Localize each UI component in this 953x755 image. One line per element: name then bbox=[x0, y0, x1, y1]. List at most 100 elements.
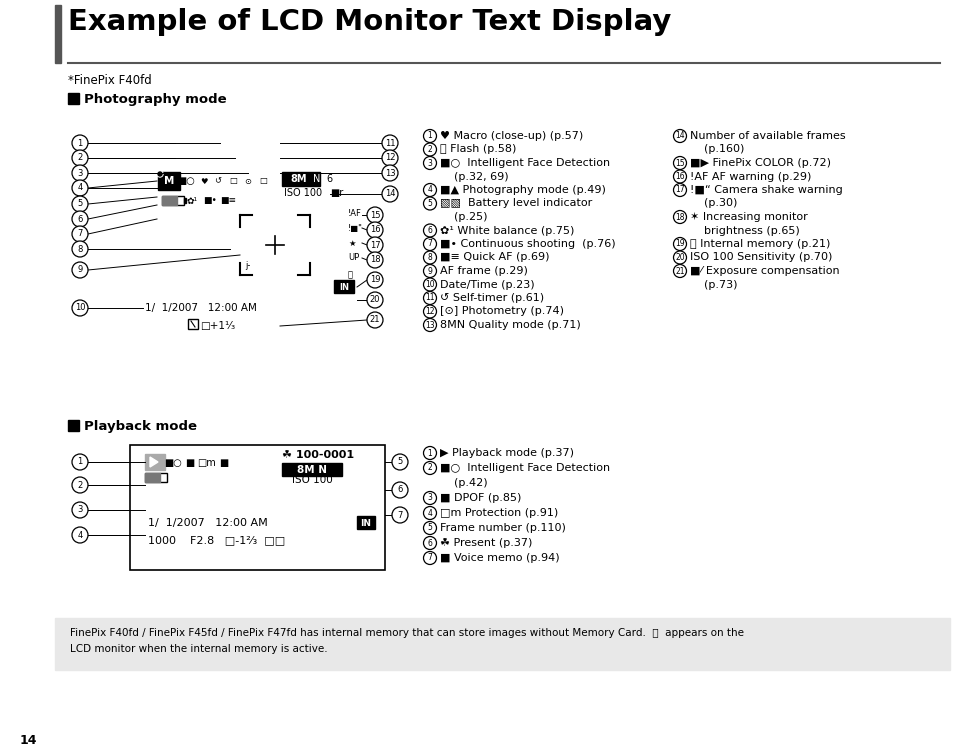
Circle shape bbox=[673, 170, 686, 183]
Text: Ⓘ: Ⓘ bbox=[348, 270, 353, 279]
Bar bbox=[145, 473, 160, 482]
Circle shape bbox=[423, 278, 436, 291]
Circle shape bbox=[423, 156, 436, 170]
Text: 4: 4 bbox=[77, 183, 83, 193]
Circle shape bbox=[71, 262, 88, 278]
Circle shape bbox=[423, 319, 436, 331]
Text: 21: 21 bbox=[675, 267, 684, 276]
Text: ■≡ Quick AF (p.69): ■≡ Quick AF (p.69) bbox=[439, 252, 549, 263]
Text: 6: 6 bbox=[326, 174, 332, 184]
Text: 6: 6 bbox=[427, 226, 432, 235]
Text: 2: 2 bbox=[77, 153, 83, 162]
Bar bbox=[162, 196, 184, 205]
Text: ISO 100 Sensitivity (p.70): ISO 100 Sensitivity (p.70) bbox=[689, 252, 832, 263]
Text: 4: 4 bbox=[427, 186, 432, 195]
Text: Example of LCD Monitor Text Display: Example of LCD Monitor Text Display bbox=[68, 8, 671, 36]
Circle shape bbox=[71, 165, 88, 181]
Text: 2: 2 bbox=[77, 480, 83, 489]
Text: *FinePix F40fd: *FinePix F40fd bbox=[68, 74, 152, 87]
Circle shape bbox=[71, 454, 88, 470]
Circle shape bbox=[71, 135, 88, 151]
Text: □+1¹⁄₃: □+1¹⁄₃ bbox=[200, 321, 234, 331]
Circle shape bbox=[71, 196, 88, 212]
Circle shape bbox=[423, 143, 436, 156]
Text: Ⓘ Internal memory (p.21): Ⓘ Internal memory (p.21) bbox=[689, 239, 829, 249]
Text: ■r: ■r bbox=[330, 188, 343, 198]
Text: ISO 100: ISO 100 bbox=[292, 475, 332, 485]
Text: 5: 5 bbox=[397, 458, 402, 467]
Text: □m: □m bbox=[197, 458, 216, 468]
Text: 10: 10 bbox=[74, 304, 85, 313]
Bar bbox=[145, 454, 165, 470]
Text: □: □ bbox=[259, 177, 267, 186]
Text: Frame number (p.110): Frame number (p.110) bbox=[439, 523, 565, 533]
Text: ☘ Present (p.37): ☘ Present (p.37) bbox=[439, 538, 532, 548]
Text: 12: 12 bbox=[384, 153, 395, 162]
Text: 15: 15 bbox=[675, 159, 684, 168]
Circle shape bbox=[392, 482, 408, 498]
Text: ■≡: ■≡ bbox=[220, 196, 235, 205]
Text: 19: 19 bbox=[675, 239, 684, 248]
Text: 12: 12 bbox=[425, 307, 435, 316]
Bar bbox=[68, 93, 79, 104]
Text: ■○: ■○ bbox=[177, 176, 194, 186]
Text: 3: 3 bbox=[77, 506, 83, 514]
Text: ■○: ■○ bbox=[164, 458, 182, 468]
Text: 6: 6 bbox=[427, 538, 432, 547]
Text: IN: IN bbox=[338, 282, 349, 291]
Text: □m Protection (p.91): □m Protection (p.91) bbox=[439, 508, 558, 518]
Circle shape bbox=[673, 211, 686, 223]
Text: 8M N: 8M N bbox=[296, 465, 327, 475]
Circle shape bbox=[673, 264, 686, 278]
Circle shape bbox=[423, 305, 436, 318]
Text: 9: 9 bbox=[77, 266, 83, 275]
Circle shape bbox=[71, 180, 88, 196]
Text: 19: 19 bbox=[370, 276, 380, 285]
Circle shape bbox=[673, 156, 686, 170]
Circle shape bbox=[423, 551, 436, 565]
Text: !■": !■" bbox=[348, 223, 362, 233]
Text: Number of available frames: Number of available frames bbox=[689, 131, 844, 141]
Bar bbox=[184, 198, 186, 203]
Text: 8: 8 bbox=[77, 245, 83, 254]
Circle shape bbox=[381, 150, 397, 166]
Text: 14: 14 bbox=[20, 734, 37, 747]
Circle shape bbox=[71, 502, 88, 518]
Circle shape bbox=[423, 446, 436, 460]
Circle shape bbox=[673, 251, 686, 264]
Text: 5: 5 bbox=[427, 199, 432, 208]
Text: 14: 14 bbox=[384, 190, 395, 199]
Text: ⊙: ⊙ bbox=[244, 177, 252, 186]
Text: ■•: ■• bbox=[203, 196, 216, 205]
Circle shape bbox=[423, 238, 436, 251]
Text: 11: 11 bbox=[384, 138, 395, 147]
Circle shape bbox=[367, 312, 382, 328]
Text: !AF: !AF bbox=[348, 208, 361, 217]
Text: 9: 9 bbox=[427, 267, 432, 276]
Text: 1/  1/2007   12:00 AM: 1/ 1/2007 12:00 AM bbox=[145, 303, 256, 313]
Text: 7: 7 bbox=[427, 239, 432, 248]
Text: 8MN Quality mode (p.71): 8MN Quality mode (p.71) bbox=[439, 320, 580, 330]
Text: 7: 7 bbox=[427, 553, 432, 562]
Circle shape bbox=[158, 172, 162, 176]
Text: 21: 21 bbox=[370, 316, 380, 325]
Text: 11: 11 bbox=[425, 294, 435, 303]
Text: (p.30): (p.30) bbox=[689, 199, 737, 208]
Circle shape bbox=[423, 130, 436, 143]
Text: !AF AF warning (p.29): !AF AF warning (p.29) bbox=[689, 171, 810, 181]
Text: AF frame (p.29): AF frame (p.29) bbox=[439, 266, 527, 276]
Text: Date/Time (p.23): Date/Time (p.23) bbox=[439, 279, 534, 289]
Circle shape bbox=[381, 165, 397, 181]
Circle shape bbox=[673, 238, 686, 251]
Text: 1: 1 bbox=[427, 448, 432, 458]
Text: 3: 3 bbox=[427, 159, 432, 168]
Text: 5: 5 bbox=[427, 523, 432, 532]
Circle shape bbox=[381, 186, 397, 202]
Text: ☘ 100-0001: ☘ 100-0001 bbox=[282, 450, 354, 460]
Text: ■⁄ Exposure compensation: ■⁄ Exposure compensation bbox=[689, 266, 839, 276]
Text: ■○  Intelligent Face Detection: ■○ Intelligent Face Detection bbox=[439, 463, 610, 473]
Circle shape bbox=[381, 135, 397, 151]
Text: 6: 6 bbox=[77, 214, 83, 223]
Text: UP: UP bbox=[348, 254, 359, 263]
Circle shape bbox=[157, 171, 163, 177]
